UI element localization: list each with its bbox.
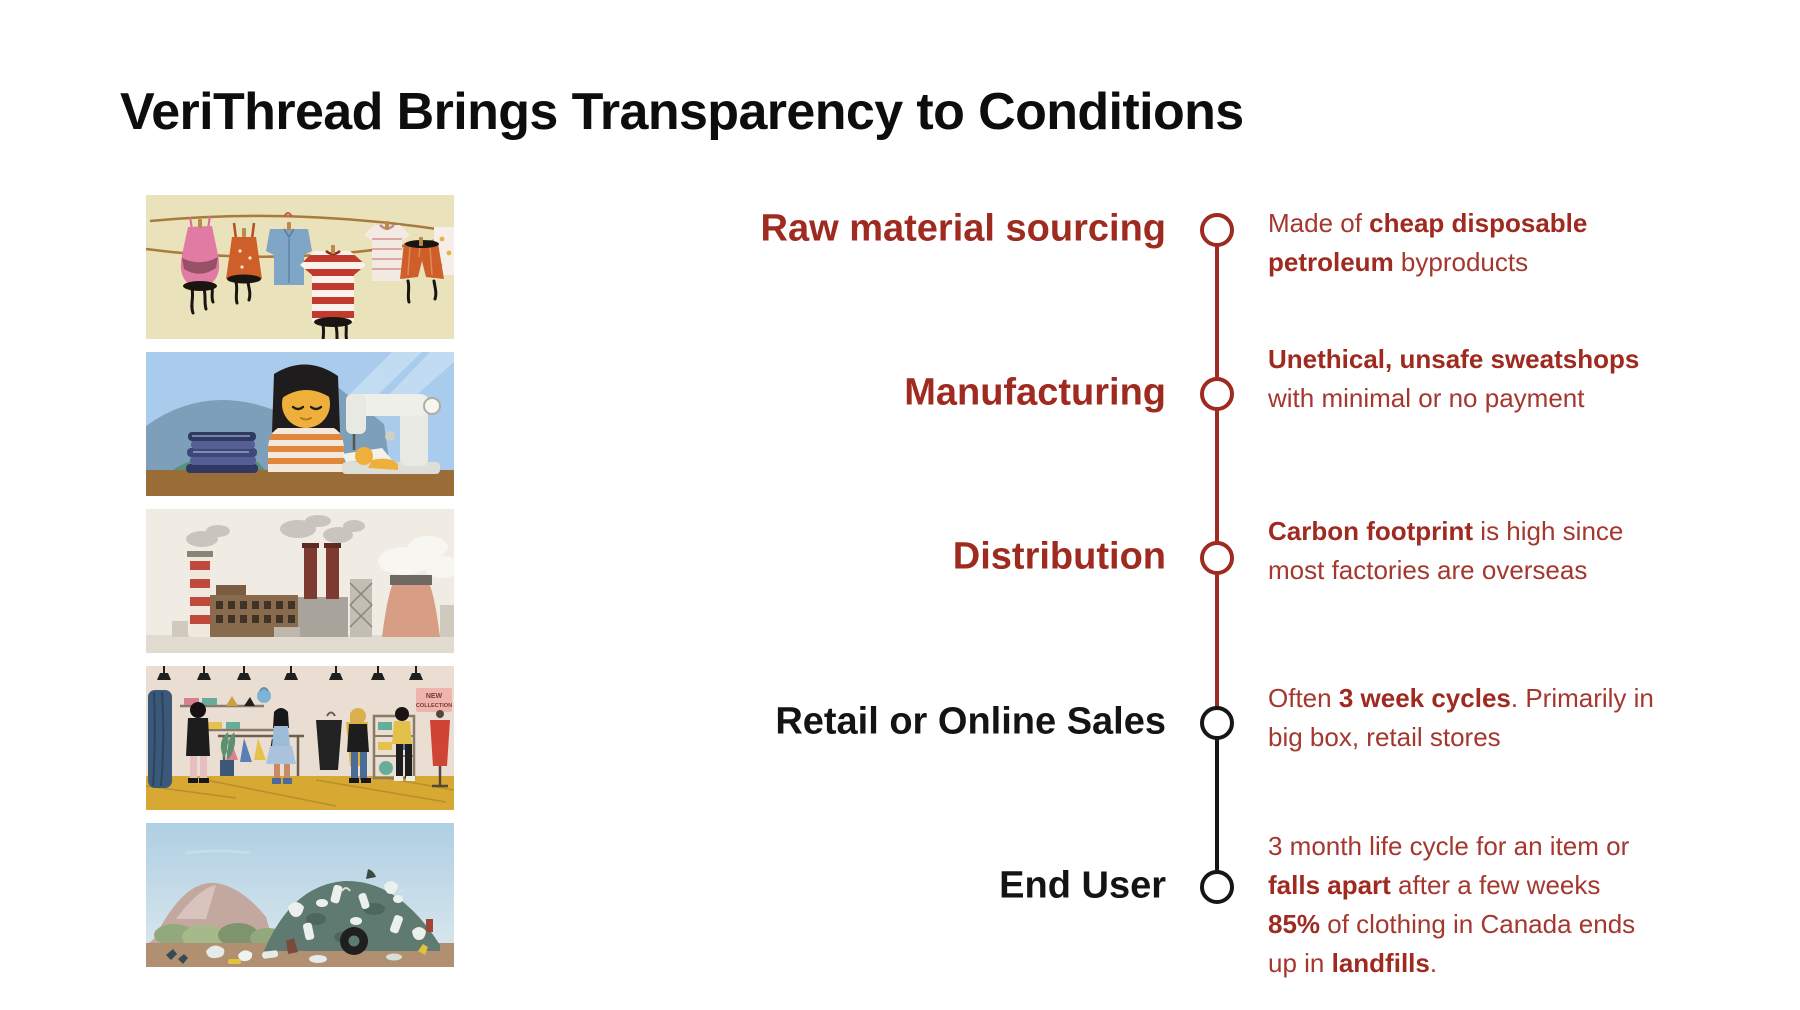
steam-cloud-icon bbox=[378, 536, 454, 578]
stage-label: Retail or Online Sales bbox=[775, 700, 1166, 743]
denim-shirt-icon bbox=[266, 212, 312, 285]
stage-label: End User bbox=[999, 864, 1166, 907]
worktable bbox=[146, 470, 454, 496]
timeline-node-icon bbox=[1200, 706, 1234, 740]
illustration-sewing-worker bbox=[146, 352, 454, 496]
timeline-node-icon bbox=[1200, 541, 1234, 575]
stage-label: Distribution bbox=[952, 535, 1166, 578]
svg-text:NEW: NEW bbox=[426, 693, 443, 700]
mannequin-red-dress-icon bbox=[430, 710, 450, 788]
timeline-line-black bbox=[1215, 723, 1219, 887]
stage-label: Manufacturing bbox=[904, 371, 1166, 414]
stage-description: Unethical, unsafe sweatshops with minimal… bbox=[1268, 344, 1640, 413]
fitting-curtain-icon bbox=[148, 690, 172, 788]
sign-icon: NEW COLLECTION bbox=[416, 688, 452, 712]
sewing-machine-icon bbox=[342, 394, 441, 474]
clothespins-icon bbox=[198, 219, 423, 254]
fabric-stack-icon bbox=[186, 432, 258, 473]
shopper-icons bbox=[186, 702, 415, 784]
stage-description: Often 3 week cycles. Primarily in big box… bbox=[1268, 683, 1654, 752]
ceiling-lamps-icon bbox=[157, 666, 423, 680]
red-smokestacks-icon bbox=[298, 543, 348, 637]
illustration-landfill bbox=[146, 823, 454, 967]
timeline-node-icon bbox=[1200, 377, 1234, 411]
svg-text:COLLECTION: COLLECTION bbox=[416, 703, 452, 709]
cooling-tower-icon bbox=[382, 575, 440, 637]
illustration-retail-store: NEW COLLECTION bbox=[146, 666, 454, 810]
trash-pile-icon bbox=[264, 869, 440, 955]
stage-description: Carbon footprint is high since most facto… bbox=[1268, 516, 1624, 585]
illustration-factory bbox=[146, 509, 454, 653]
striped-chimney-icon bbox=[187, 551, 213, 637]
illustration-column: NEW COLLECTION bbox=[146, 195, 454, 967]
timeline-node-icon bbox=[1200, 870, 1234, 904]
smoke-icon bbox=[186, 515, 365, 547]
stage-description: Made of cheap disposable petroleum byprod… bbox=[1268, 208, 1588, 277]
illustration-clothesline bbox=[146, 195, 454, 339]
timeline-node-icon bbox=[1200, 213, 1234, 247]
stage-label: Raw material sourcing bbox=[760, 207, 1166, 250]
pink-dress-icon bbox=[180, 215, 220, 315]
page-title: VeriThread Brings Transparency to Condit… bbox=[120, 83, 1244, 141]
plant-icon bbox=[220, 732, 236, 776]
ground-litter-icon bbox=[166, 938, 428, 964]
stage-description: 3 month life cycle for an item or falls a… bbox=[1268, 831, 1636, 978]
worker-icon bbox=[268, 364, 344, 472]
timeline-line-red bbox=[1215, 230, 1219, 723]
orange-tank-top-icon bbox=[226, 222, 262, 305]
